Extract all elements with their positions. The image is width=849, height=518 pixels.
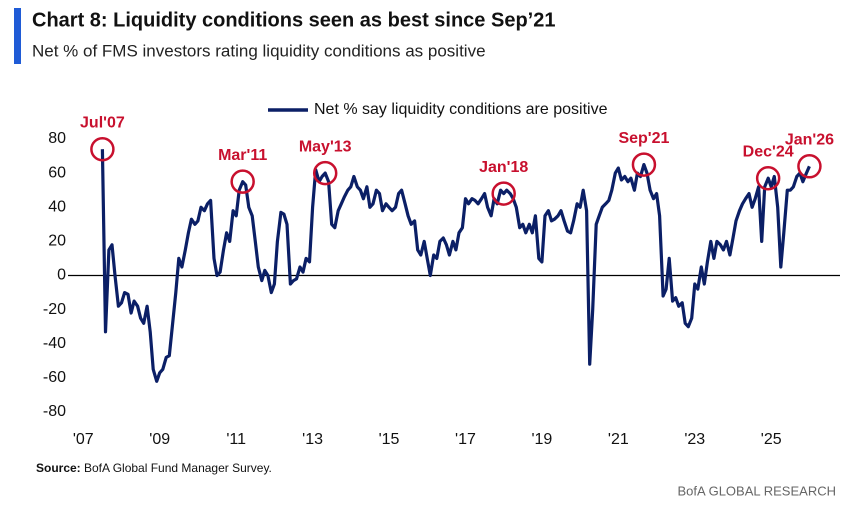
x-tick-label: '15 [379,431,400,448]
y-tick-label: -80 [43,403,66,420]
annotation-label: Mar'11 [218,147,267,164]
annotation-label: Jan'18 [479,159,528,176]
data-line [100,149,811,383]
x-tick-label: '07 [73,431,94,448]
annotation-label: Sep'21 [618,130,669,147]
title-accent [14,8,21,64]
y-tick-label: 80 [48,130,66,147]
y-tick-label: 20 [48,233,66,250]
y-tick-label: -60 [43,369,66,386]
annotation-label: Dec'24 [743,143,794,160]
annotation-circle [90,136,115,162]
annotation-label: Jul'07 [80,114,125,131]
annotation-circle [797,154,822,179]
y-tick-label: 60 [48,164,66,181]
annotation-circle [312,160,338,186]
source-text: BofA Global Fund Manager Survey. [84,461,272,475]
annotation-circle [755,165,781,191]
annotation-label: Jan'26 [785,132,834,149]
x-tick-label: '21 [608,431,629,448]
x-tick-label: '25 [761,431,782,448]
x-tick-label: '23 [684,431,705,448]
y-tick-label: -20 [43,301,66,318]
footer: BofA GLOBAL RESEARCH [678,483,836,498]
y-tick-label: 40 [48,198,66,215]
chart-title: Chart 8: Liquidity conditions seen as be… [32,9,555,31]
y-tick-label: -40 [43,335,66,352]
source-label: Source: [36,461,81,475]
x-tick-label: '09 [149,431,170,448]
annotation-circle [230,169,255,194]
legend-label: Net % say liquidity conditions are posit… [314,101,608,118]
y-tick-label: 0 [57,267,66,284]
x-tick-label: '17 [455,431,476,448]
chart-subtitle: Net % of FMS investors rating liquidity … [32,41,486,60]
annotation-circle [491,181,516,206]
x-tick-label: '13 [302,431,323,448]
x-tick-label: '11 [226,431,246,448]
x-tick-label: '19 [531,431,552,448]
annotation-circle [631,152,657,177]
annotation-label: May'13 [299,138,352,155]
